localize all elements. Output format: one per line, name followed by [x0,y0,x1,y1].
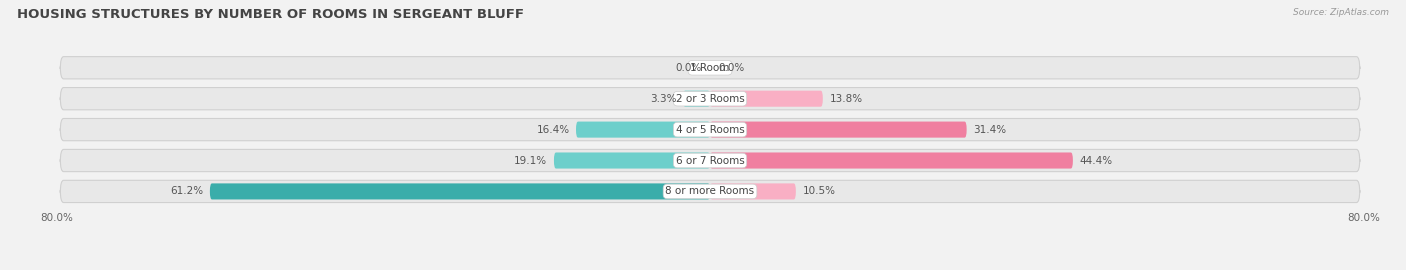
FancyBboxPatch shape [710,91,823,107]
FancyBboxPatch shape [576,122,710,138]
FancyBboxPatch shape [209,183,710,200]
Text: HOUSING STRUCTURES BY NUMBER OF ROOMS IN SERGEANT BLUFF: HOUSING STRUCTURES BY NUMBER OF ROOMS IN… [17,8,524,21]
FancyBboxPatch shape [60,57,1360,79]
Text: 61.2%: 61.2% [170,186,204,197]
Text: 31.4%: 31.4% [973,124,1007,135]
Text: 44.4%: 44.4% [1080,156,1112,166]
Text: 10.5%: 10.5% [803,186,835,197]
FancyBboxPatch shape [554,153,710,168]
Text: 19.1%: 19.1% [515,156,547,166]
Text: 8 or more Rooms: 8 or more Rooms [665,186,755,197]
FancyBboxPatch shape [60,119,1360,141]
Text: Source: ZipAtlas.com: Source: ZipAtlas.com [1294,8,1389,17]
FancyBboxPatch shape [60,180,1360,202]
Text: 13.8%: 13.8% [830,94,862,104]
Text: 2 or 3 Rooms: 2 or 3 Rooms [676,94,744,104]
Text: 16.4%: 16.4% [536,124,569,135]
Text: 4 or 5 Rooms: 4 or 5 Rooms [676,124,744,135]
FancyBboxPatch shape [710,122,967,138]
FancyBboxPatch shape [683,91,710,107]
Text: 0.0%: 0.0% [676,63,702,73]
Text: 1 Room: 1 Room [690,63,730,73]
FancyBboxPatch shape [710,183,796,200]
FancyBboxPatch shape [60,87,1360,110]
Text: 0.0%: 0.0% [718,63,744,73]
FancyBboxPatch shape [710,153,1073,168]
Text: 6 or 7 Rooms: 6 or 7 Rooms [676,156,744,166]
Text: 3.3%: 3.3% [650,94,676,104]
FancyBboxPatch shape [60,149,1360,172]
